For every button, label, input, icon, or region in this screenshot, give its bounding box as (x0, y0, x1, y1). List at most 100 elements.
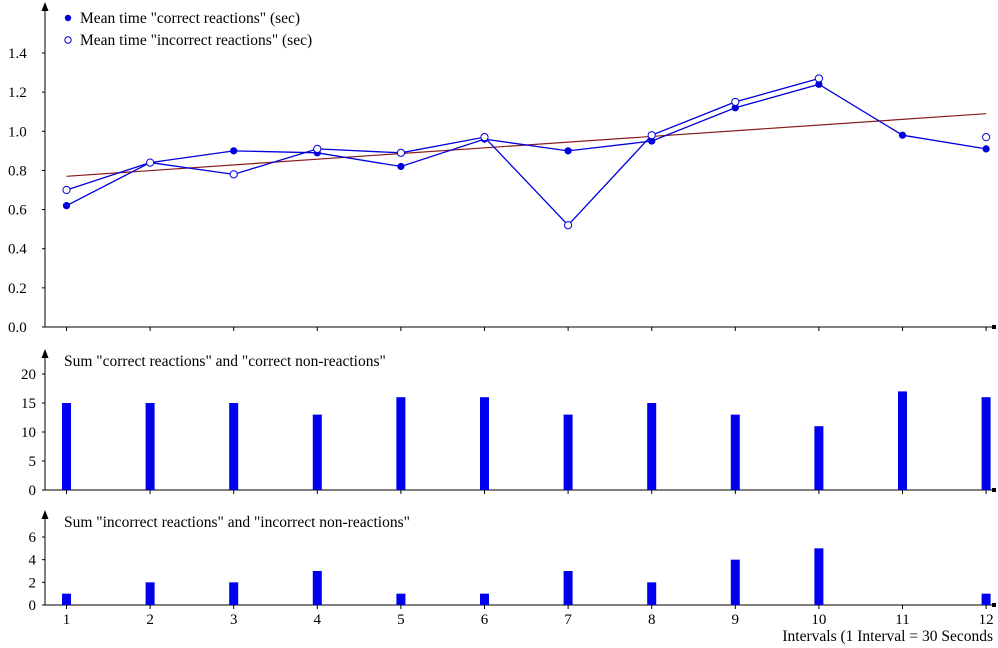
legend-label-correct: Mean time "correct reactions" (sec) (80, 10, 300, 27)
correct-bars-bar (396, 397, 406, 490)
incorrect-bars-x-tick-label: 8 (648, 612, 656, 628)
correct-bars-bar (229, 403, 239, 490)
point-correct (815, 80, 823, 88)
series-line-correct (66, 83, 987, 207)
incorrect-bars-y-tick-label: 2 (29, 575, 37, 591)
point-correct (731, 104, 739, 112)
incorrect-bars-bar (730, 559, 740, 605)
series-line-incorrect (66, 77, 820, 227)
point-correct (564, 147, 572, 155)
incorrect-bars-y-tick-label: 0 (29, 598, 37, 614)
line-chart-y-tick-label: 1.2 (8, 85, 27, 101)
correct-bars-title: Sum "correct reactions" and "correct non… (64, 353, 386, 370)
incorrect-bars-x-tick-label: 2 (146, 612, 154, 628)
line-series-group (62, 74, 991, 230)
correct-bars-bar (898, 391, 907, 490)
line-chart-y-axis-arrow (41, 2, 49, 11)
line-chart-y-tick-label: 0.8 (8, 163, 27, 179)
correct-bars-bar (563, 414, 573, 490)
line-chart-y-tick-label: 1.4 (8, 46, 27, 62)
point-incorrect (814, 74, 824, 83)
correct-bars-y-tick-label: 5 (29, 454, 37, 470)
incorrect-bars-y-tick-label: 4 (29, 553, 37, 569)
line-chart-panel: 0.0 0.2 0.4 0.6 0.8 1.0 1.2 1.4 Mean time "corr… (8, 2, 996, 336)
correct-bars-y-axis-arrow (41, 349, 49, 358)
incorrect-bars-x-tick-label: 6 (481, 612, 489, 628)
incorrect-bars-x-tick-label: 12 (979, 612, 994, 628)
point-correct (397, 162, 405, 171)
incorrect-bars-x-tick-label: 1 (63, 612, 71, 628)
incorrect-bars-x-tick-label: 10 (811, 612, 826, 628)
x-axis-label: Intervals (1 Interval = 30 Seconds (782, 628, 993, 645)
incorrect-bars-x-tick-label: 7 (564, 612, 572, 628)
point-correct (230, 147, 238, 155)
correct-bars-x-axis-end (992, 488, 996, 492)
incorrect-bars-bar (229, 582, 239, 605)
legend-marker-incorrect (64, 36, 72, 44)
line-chart-y-tick-label: 0.2 (8, 281, 27, 297)
correct-bars-bar (480, 397, 489, 490)
incorrect-bars-bar (814, 548, 824, 605)
point-incorrect (62, 185, 71, 195)
point-correct (982, 145, 990, 153)
point-incorrect (396, 148, 405, 157)
correct-bars-bar (647, 403, 657, 490)
line-chart-x-axis-end (992, 325, 996, 329)
point-incorrect (647, 131, 656, 140)
point-incorrect (480, 133, 489, 142)
line-chart-y-tick-label: 0.4 (8, 242, 27, 258)
correct-bars-y-tick-label: 15 (21, 396, 36, 412)
correct-bars-bar (145, 403, 155, 490)
point-incorrect (731, 97, 740, 107)
incorrect-bars-y-ticks: 0 2 4 6 (29, 530, 45, 614)
incorrect-bars-bar (62, 593, 71, 605)
correct-bars-bar (814, 426, 824, 490)
line-chart-y-tick-label: 0.6 (8, 203, 27, 219)
incorrect-bars-x-tick-label: 3 (230, 612, 238, 628)
incorrect-bars-x-tick-label: 11 (895, 612, 909, 628)
incorrect-bars-bar (396, 593, 406, 605)
incorrect-bars-bar (145, 582, 155, 605)
incorrect-bars-bar (981, 593, 991, 605)
incorrect-bars-x-tick-label: 5 (397, 612, 405, 628)
incorrect-bars-title: Sum "incorrect reactions" and "incorrect… (64, 514, 410, 531)
incorrect-bars-panel: Sum "incorrect reactions" and "incorrect… (29, 510, 996, 645)
correct-bars-bar (62, 403, 71, 490)
correct-bars-bar (312, 414, 322, 490)
point-incorrect (229, 170, 238, 179)
correct-bars-panel: Sum "correct reactions" and "correct non… (21, 349, 996, 499)
legend: Mean time "correct reactions" (sec) Mean… (64, 10, 312, 49)
line-chart-y-ticks: 0.0 0.2 0.4 0.6 0.8 1.0 1.2 1.4 (8, 46, 45, 336)
line-chart-y-tick-label: 1.0 (8, 124, 27, 140)
incorrect-bars-x-axis-end (992, 603, 996, 607)
correct-bars-y-tick-label: 10 (21, 425, 36, 441)
point-incorrect (313, 144, 322, 153)
correct-bars-bar (981, 397, 991, 490)
incorrect-bars-bar (312, 571, 322, 605)
correct-bars-y-ticks: 0 5 10 15 20 (21, 367, 45, 499)
point-correct (648, 137, 656, 145)
incorrect-bars-y-tick-label: 6 (29, 530, 37, 546)
line-chart-x-ticks (66, 327, 987, 331)
incorrect-bars-x-tick-label: 9 (732, 612, 740, 628)
correct-bars-y-tick-label: 20 (21, 367, 36, 383)
incorrect-bars-group (62, 548, 991, 605)
point-incorrect (146, 158, 155, 167)
correct-bars-group (62, 391, 991, 490)
correct-bars-x-ticks (66, 490, 987, 494)
incorrect-bars-bar (647, 582, 657, 605)
incorrect-bars-y-axis-arrow (41, 510, 49, 519)
correct-bars-y-tick-label: 0 (29, 483, 37, 499)
legend-marker-correct (64, 14, 72, 22)
line-chart-y-tick-label: 0.0 (8, 320, 27, 336)
point-incorrect (564, 221, 573, 230)
incorrect-bars-x-ticks: 1 2 3 4 5 6 7 8 9 10 11 12 (63, 605, 994, 628)
point-incorrect (982, 133, 991, 142)
incorrect-bars-x-tick-label: 4 (314, 612, 322, 628)
point-correct (898, 131, 907, 139)
legend-label-incorrect: Mean time "incorrect reactions" (sec) (80, 32, 312, 49)
point-correct (62, 202, 71, 210)
correct-bars-bar (730, 414, 740, 490)
incorrect-bars-bar (480, 593, 489, 605)
